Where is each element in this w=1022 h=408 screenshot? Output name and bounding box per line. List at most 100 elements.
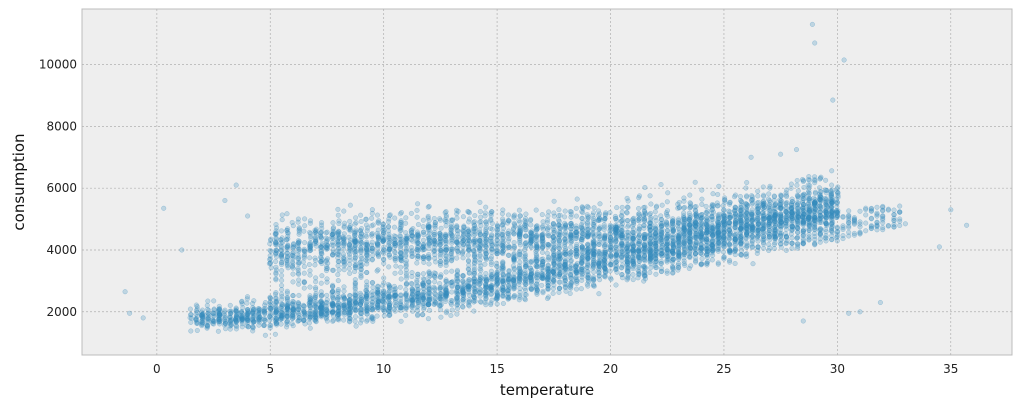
scatter-point	[386, 240, 392, 246]
scatter-point	[591, 283, 597, 289]
scatter-point	[528, 259, 534, 266]
scatter-point	[631, 215, 637, 221]
scatter-point	[557, 279, 563, 285]
scatter-point	[364, 307, 370, 313]
scatter-point	[476, 282, 482, 288]
scatter-point	[597, 258, 603, 264]
scatter-point	[749, 207, 755, 213]
scatter-point	[619, 264, 625, 270]
scatter-point	[652, 253, 658, 259]
scatter-point	[511, 274, 517, 280]
scatter-point	[720, 220, 726, 226]
scatter-point	[500, 284, 506, 290]
scatter-point	[403, 252, 409, 258]
scatter-point	[783, 214, 789, 220]
scatter-point	[374, 212, 381, 218]
scatter-point	[409, 253, 416, 259]
scatter-point	[489, 273, 495, 279]
scatter-point	[720, 249, 727, 255]
scatter-point	[403, 303, 410, 309]
scatter-point	[659, 253, 665, 259]
scatter-point	[420, 291, 426, 297]
scatter-point	[739, 218, 745, 224]
scatter-point	[250, 325, 256, 331]
scatter-point	[471, 299, 477, 305]
scatter-point	[477, 272, 483, 278]
scatter-point	[449, 307, 455, 313]
scatter-point	[669, 263, 676, 269]
scatter-point	[307, 299, 313, 305]
scatter-point	[244, 296, 250, 302]
scatter-point	[624, 252, 630, 258]
scatter-point	[273, 320, 279, 327]
scatter-point	[579, 267, 585, 273]
scatter-point	[193, 315, 199, 322]
scatter-point	[465, 252, 471, 258]
scatter-point	[409, 288, 415, 295]
scatter-point	[370, 299, 376, 305]
scatter-point	[482, 261, 488, 267]
scatter-point	[551, 198, 557, 204]
scatter-point	[704, 208, 710, 214]
scatter-point	[477, 199, 483, 205]
scatter-point	[716, 237, 722, 244]
scatter-point	[227, 319, 233, 325]
scatter-point	[563, 288, 569, 294]
scatter-point	[455, 278, 461, 284]
scatter-point	[568, 244, 574, 250]
scatter-point	[273, 235, 279, 241]
scatter-point	[585, 256, 591, 262]
scatter-point	[262, 311, 268, 317]
scatter-point	[829, 182, 835, 188]
scatter-point	[664, 233, 670, 239]
scatter-point	[425, 302, 431, 308]
scatter-point	[704, 251, 710, 258]
scatter-point	[658, 181, 664, 188]
scatter-point	[665, 249, 671, 255]
scatter-point	[420, 300, 426, 307]
scatter-point	[323, 230, 329, 236]
scatter-point	[386, 296, 392, 302]
scatter-point	[829, 187, 836, 193]
scatter-point	[789, 209, 795, 215]
scatter-point	[482, 232, 488, 239]
scatter-point	[772, 234, 778, 240]
scatter-point	[812, 174, 818, 180]
scatter-point	[477, 277, 483, 283]
scatter-point	[829, 190, 835, 196]
scatter-point	[483, 226, 489, 233]
scatter-point	[415, 255, 421, 262]
scatter-point	[518, 226, 524, 232]
scatter-point	[346, 312, 352, 318]
scatter-point	[602, 266, 608, 272]
scatter-point	[648, 242, 654, 248]
scatter-point	[415, 232, 421, 238]
scatter-point	[306, 261, 312, 268]
scatter-point	[760, 184, 766, 190]
scatter-point	[461, 232, 467, 238]
scatter-point	[427, 290, 433, 296]
scatter-point	[489, 276, 495, 282]
scatter-point	[567, 290, 573, 297]
scatter-point	[273, 309, 279, 315]
scatter-point	[466, 299, 472, 305]
scatter-point	[330, 284, 336, 290]
scatter-point	[749, 196, 755, 203]
scatter-point	[335, 259, 341, 265]
scatter-point	[251, 298, 257, 304]
scatter-point	[710, 235, 716, 241]
scatter-point	[699, 201, 705, 207]
scatter-point	[403, 304, 409, 310]
scatter-point	[550, 221, 556, 227]
scatter-point	[756, 227, 762, 233]
scatter-point	[454, 215, 460, 221]
scatter-point	[272, 331, 278, 337]
scatter-point	[505, 212, 512, 218]
scatter-point	[403, 220, 409, 226]
scatter-point	[812, 200, 818, 206]
scatter-point	[607, 210, 613, 216]
scatter-point	[670, 232, 676, 238]
scatter-point	[425, 316, 431, 322]
scatter-point	[630, 277, 636, 283]
scatter-point	[597, 217, 603, 223]
